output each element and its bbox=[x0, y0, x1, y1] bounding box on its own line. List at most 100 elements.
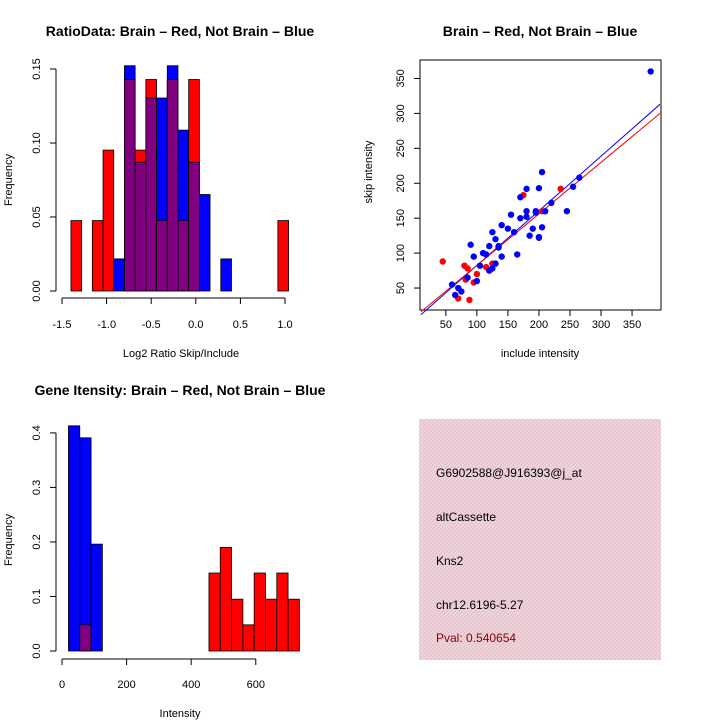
scatter-title: Brain – Red, Not Brain – Blue bbox=[443, 23, 638, 39]
x-tick-label: 1.0 bbox=[277, 319, 292, 331]
not-brain-point bbox=[523, 185, 530, 193]
not-brain-point bbox=[535, 234, 543, 241]
brain-point bbox=[473, 270, 481, 278]
not-brain-point bbox=[517, 214, 524, 222]
x-tick-label: 0.0 bbox=[188, 319, 203, 331]
intensity-histogram-ylabel: Frequency bbox=[3, 514, 15, 566]
x-tick-label: 300 bbox=[592, 319, 610, 331]
not-brain-bar bbox=[90, 543, 103, 652]
info-panel-background bbox=[419, 419, 661, 660]
p-value: Pval: 0.540654 bbox=[436, 631, 516, 645]
not-brain-point bbox=[576, 174, 583, 181]
x-tick-label: 100 bbox=[468, 319, 486, 331]
not-brain-point bbox=[569, 183, 577, 190]
y-tick-label: 0.15 bbox=[31, 58, 43, 79]
x-tick-label: 350 bbox=[623, 319, 641, 331]
not-brain-point bbox=[529, 225, 536, 232]
x-tick-label: 250 bbox=[561, 319, 579, 331]
ratio-histogram-axes: -1.5 -1.0 -0.5 0.0 0.5 1.0 0.00 0.05 0.10 0.15 bbox=[31, 58, 293, 331]
not-brain-point bbox=[498, 253, 505, 260]
y-tick-label: 0.3 bbox=[31, 480, 43, 495]
not-brain-point bbox=[467, 241, 474, 248]
event-type: altCassette bbox=[436, 510, 496, 524]
not-brain-point bbox=[448, 281, 456, 288]
not-brain-point bbox=[526, 232, 533, 239]
not-brain-point bbox=[451, 291, 459, 299]
not-brain-point bbox=[473, 277, 481, 285]
y-tick-label: 0.2 bbox=[31, 534, 43, 549]
intensity-histogram-axes: 0 200 400 600 0.0 0.1 0.2 0.3 0.4 bbox=[31, 425, 265, 691]
brain-bar bbox=[231, 598, 244, 652]
overlap-bar bbox=[134, 161, 147, 292]
y-tick-label: 0.4 bbox=[31, 425, 43, 440]
ratio-histogram-panel: RatioData: Brain – Red, Not Brain – Blue… bbox=[3, 23, 314, 360]
y-tick-label: 350 bbox=[395, 69, 407, 87]
not-brain-bar bbox=[220, 258, 232, 292]
brain-point bbox=[466, 296, 473, 304]
not-brain-point bbox=[504, 225, 512, 232]
brain-bar bbox=[277, 220, 289, 292]
brain-bar bbox=[253, 572, 266, 652]
x-tick-label: 0.5 bbox=[233, 319, 248, 331]
ratio-histogram-xlabel: Log2 Ratio Skip/Include bbox=[123, 348, 239, 360]
not-brain-bar bbox=[113, 258, 125, 292]
y-tick-label: 0.0 bbox=[31, 643, 43, 658]
not-brain-point bbox=[486, 242, 493, 250]
not-brain-point bbox=[470, 253, 477, 260]
not-brain-point bbox=[495, 244, 502, 251]
not-brain-point bbox=[538, 224, 546, 231]
brain-bar bbox=[102, 149, 115, 292]
y-tick-label: 0.05 bbox=[31, 206, 43, 227]
intensity-histogram-panel: Gene Itensity: Brain – Red, Not Brain – … bbox=[3, 382, 326, 720]
not-brain-point bbox=[489, 228, 496, 236]
y-tick-label: 0.1 bbox=[31, 589, 43, 604]
ratio-histogram-title: RatioData: Brain – Red, Not Brain – Blue bbox=[46, 23, 315, 39]
overlap-bar bbox=[79, 624, 92, 652]
brain-bar bbox=[70, 220, 83, 292]
not-brain-point bbox=[498, 221, 505, 229]
scatter-plot-box bbox=[419, 59, 662, 311]
x-tick-label: 600 bbox=[247, 679, 265, 691]
not-brain-point bbox=[510, 228, 518, 236]
x-tick-label: -1.0 bbox=[97, 319, 116, 331]
not-brain-point bbox=[476, 262, 484, 269]
scatter-xlabel: include intensity bbox=[501, 348, 580, 360]
x-tick-label: 200 bbox=[117, 679, 135, 691]
probe-id: G6902588@J916393@j_at bbox=[436, 466, 582, 480]
x-tick-label: 0 bbox=[59, 679, 65, 691]
not-brain-point bbox=[455, 284, 462, 292]
y-tick-label: 300 bbox=[395, 104, 407, 122]
not-brain-point bbox=[517, 194, 524, 201]
intensity-histogram-title: Gene Itensity: Brain – Red, Not Brain – … bbox=[35, 382, 326, 398]
brain-bar bbox=[91, 220, 104, 292]
not-brain-point bbox=[647, 68, 654, 75]
chromosome-location: chr12.6196-5.27 bbox=[436, 598, 524, 612]
not-brain-point bbox=[523, 207, 530, 215]
brain-bar bbox=[208, 572, 221, 652]
brain-point bbox=[439, 258, 446, 265]
not-brain-point bbox=[479, 249, 487, 257]
overlap-bar bbox=[166, 79, 179, 292]
not-brain-point bbox=[492, 260, 499, 267]
brain-bar bbox=[287, 598, 300, 652]
brain-bar bbox=[265, 598, 278, 652]
x-tick-label: 50 bbox=[440, 319, 452, 331]
x-tick-label: -1.5 bbox=[53, 319, 72, 331]
gene-name: Kns2 bbox=[436, 554, 464, 568]
not-brain-point bbox=[548, 199, 555, 207]
scatter-points bbox=[439, 68, 654, 304]
overlap-bar bbox=[124, 79, 136, 292]
y-tick-label: 250 bbox=[395, 139, 407, 157]
brain-point bbox=[557, 185, 564, 193]
intensity-histogram-xlabel: Intensity bbox=[160, 708, 201, 720]
y-tick-label: 150 bbox=[395, 209, 407, 227]
x-tick-label: 400 bbox=[182, 679, 200, 691]
not-brain-point bbox=[523, 213, 530, 220]
not-brain-bar bbox=[68, 425, 81, 652]
not-brain-bar bbox=[198, 194, 211, 292]
not-brain-point bbox=[532, 207, 540, 215]
y-tick-label: 200 bbox=[395, 174, 407, 192]
overlap-bar bbox=[145, 97, 157, 292]
overlap-bar bbox=[177, 220, 190, 292]
